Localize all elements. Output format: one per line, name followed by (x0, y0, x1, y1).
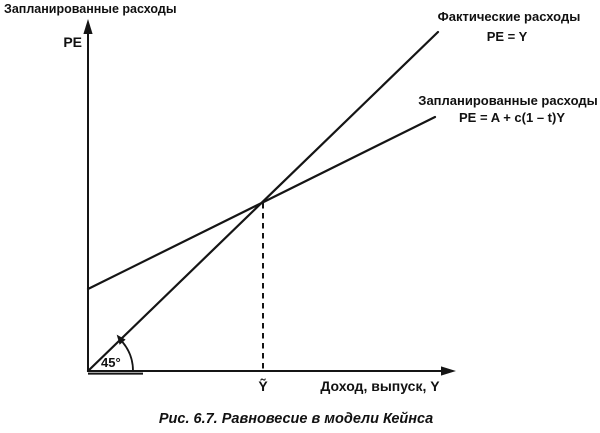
y-axis-label: PE (63, 34, 82, 50)
figure-caption: Рис. 6.7. Равновесие в модели Кейнса (159, 411, 433, 427)
angle-arc (121, 341, 134, 372)
y-axis-title: Запланированные расходы (4, 2, 177, 16)
angle-arc-arrowhead (116, 334, 126, 345)
x-axis-label: Доход, выпуск, Y (320, 378, 440, 394)
x-axis-arrowhead (441, 366, 456, 376)
actual-expenditures-name: Фактические расходы (438, 9, 581, 24)
actual-expenditures-equation: PE = Y (487, 29, 528, 44)
planned-expenditures-line (86, 115, 437, 291)
equilibrium-output-label: Ỹ (258, 377, 268, 394)
y-axis-arrowhead (83, 19, 93, 34)
planned-expenditures-name: Запланированные расходы (418, 93, 597, 108)
planned-expenditures-equation: PE = A + c(1 – t)Y (459, 110, 565, 125)
angle-label: 45° (101, 355, 121, 370)
